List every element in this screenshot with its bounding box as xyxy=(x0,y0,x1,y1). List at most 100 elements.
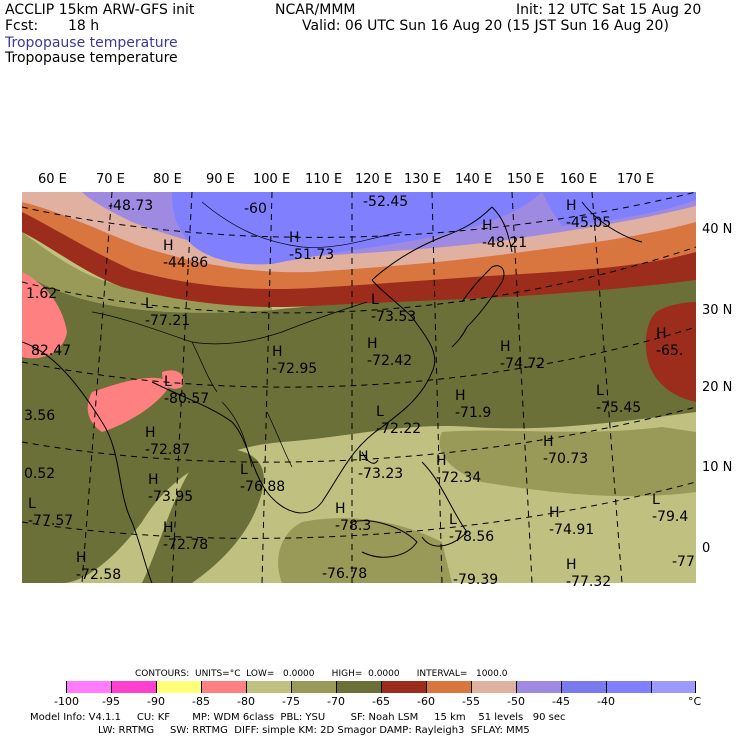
extremum-label: H -51.73 xyxy=(289,230,335,263)
lon-label: 150 E xyxy=(507,172,545,187)
forecast-label: Fcst: xyxy=(5,18,39,34)
lon-label: 120 E xyxy=(355,172,393,187)
extremum-label: -79.39 xyxy=(453,572,499,588)
lon-label: 140 E xyxy=(455,172,493,187)
lat-label: 10 N xyxy=(702,460,733,475)
colorbar-swatch xyxy=(292,681,337,693)
shade-minus80-patch xyxy=(162,370,184,389)
colorbar-tick: -40 xyxy=(597,695,615,708)
colorbar-swatch xyxy=(517,681,562,693)
colorbar-swatch xyxy=(382,681,427,693)
colorbar-tick: -55 xyxy=(462,695,480,708)
colorbar-tick: -75 xyxy=(282,695,300,708)
lon-label: 80 E xyxy=(153,172,182,187)
extremum-label: H -78.3 xyxy=(335,501,372,534)
extremum-label: 3.56 xyxy=(24,408,56,424)
country-borders xyxy=(91,201,403,468)
extremum-label: L -79.4 xyxy=(652,492,689,525)
extremum-label: L -77.57 xyxy=(28,496,74,529)
colorbar-swatch xyxy=(607,681,652,693)
extremum-label: H -70.73 xyxy=(543,434,589,467)
extremum-label: H -45.05 xyxy=(566,198,612,231)
extremum-label: L -77.21 xyxy=(145,296,191,329)
extremum-label: L -73.53 xyxy=(371,292,417,325)
extremum-label: 82.47 xyxy=(31,343,72,359)
lat-label: 0 xyxy=(702,541,711,556)
colorbar-tick: -70 xyxy=(327,695,345,708)
lon-label: 170 E xyxy=(617,172,655,187)
lon-label: 90 E xyxy=(206,172,235,187)
lon-label: 70 E xyxy=(96,172,125,187)
extremum-label: H -72.87 xyxy=(145,425,191,458)
center-name: NCAR/MMM xyxy=(275,2,356,18)
extremum-label: H -72.95 xyxy=(272,344,318,377)
extremum-label: 1.62 xyxy=(26,286,58,302)
lon-label: 60 E xyxy=(38,172,67,187)
colorbar-swatch xyxy=(652,681,696,693)
extremum-label: H -73.23 xyxy=(358,449,404,482)
extremum-label: L -76.88 xyxy=(240,462,286,495)
shade-olive-patch xyxy=(278,518,452,583)
colorbar-tick: -85 xyxy=(192,695,210,708)
colorbar-tick: -100 xyxy=(54,695,79,708)
extremum-label: L -78.56 xyxy=(449,512,495,545)
colorbar-tick: -80 xyxy=(237,695,255,708)
valid-time: Valid: 06 UTC Sun 16 Aug 20 (15 JST Sun … xyxy=(302,18,669,34)
init-time: Init: 12 UTC Sat 15 Aug 20 xyxy=(516,2,702,18)
lon-label: 100 E xyxy=(253,172,291,187)
lat-label: 40 N xyxy=(702,222,733,237)
lon-label: 110 E xyxy=(305,172,343,187)
model-info-line1: Model Info: V4.1.1 CU: KF MP: WDM 6class… xyxy=(30,712,566,723)
extremum-label: -60 xyxy=(244,201,267,217)
model-title: ACCLIP 15km ARW-GFS init xyxy=(5,2,195,18)
extremum-label: H -71.9 xyxy=(455,388,492,421)
lat-label: 20 N xyxy=(702,380,733,395)
extremum-label: -48.73 xyxy=(108,198,154,214)
extremum-label: -77 xyxy=(672,554,695,570)
colorbar-swatch xyxy=(562,681,607,693)
shade-minus80-patch xyxy=(22,272,67,359)
colorbar-tick: -50 xyxy=(507,695,525,708)
colorbar-swatch xyxy=(427,681,472,693)
extremum-label: L -80.57 xyxy=(164,374,210,407)
map-panel xyxy=(22,192,696,583)
colorbar-tick: -95 xyxy=(102,695,120,708)
colorbar-swatch xyxy=(22,681,67,693)
extremum-label: -76.78 xyxy=(322,566,368,582)
shade-minus80-patch xyxy=(87,377,172,432)
shade-minus65-patch xyxy=(645,302,696,402)
shade-olive-patch xyxy=(142,448,264,583)
colorbar-swatch xyxy=(112,681,157,693)
extremum-label: H -74.72 xyxy=(500,339,546,372)
lon-label: 160 E xyxy=(560,172,598,187)
colorbar-unit: °C xyxy=(688,695,702,708)
colorbar-swatch xyxy=(67,681,112,693)
extremum-label: H -44.86 xyxy=(163,238,209,271)
colorbar-swatch xyxy=(202,681,247,693)
shade-minus45-region xyxy=(172,192,542,265)
colorbar-swatch xyxy=(247,681,292,693)
extremum-label: H -65. xyxy=(656,326,684,359)
extremum-label: L -75.45 xyxy=(596,383,642,416)
extremum-label: H -77.32 xyxy=(566,557,612,590)
lon-label: 130 E xyxy=(404,172,442,187)
extremum-label: H -72.34 xyxy=(436,453,482,486)
graticule xyxy=(22,192,696,583)
extremum-label: L -72.22 xyxy=(376,404,422,437)
field-title-contour: Tropopause temperature xyxy=(5,50,178,66)
extremum-label: 0.52 xyxy=(24,466,56,482)
colorbar-tick: -65 xyxy=(372,695,390,708)
colorbar-swatch xyxy=(157,681,202,693)
extremum-label: H -72.42 xyxy=(367,336,413,369)
coastlines xyxy=(22,201,643,583)
shade-minus72-band xyxy=(22,232,272,313)
field-title-shaded: Tropopause temperature xyxy=(5,35,178,51)
model-info-line2: LW: RRTMG SW: RRTMG DIFF: simple KM: 2D … xyxy=(98,725,530,736)
shade-olive-patch xyxy=(439,427,696,497)
colorbar-swatch xyxy=(337,681,382,693)
extremum-label: H -72.58 xyxy=(76,550,122,583)
extremum-label: H -72.78 xyxy=(163,520,209,553)
colorbar-tick: -45 xyxy=(552,695,570,708)
forecast-hour: 18 h xyxy=(68,18,100,34)
map-svg xyxy=(22,192,696,583)
